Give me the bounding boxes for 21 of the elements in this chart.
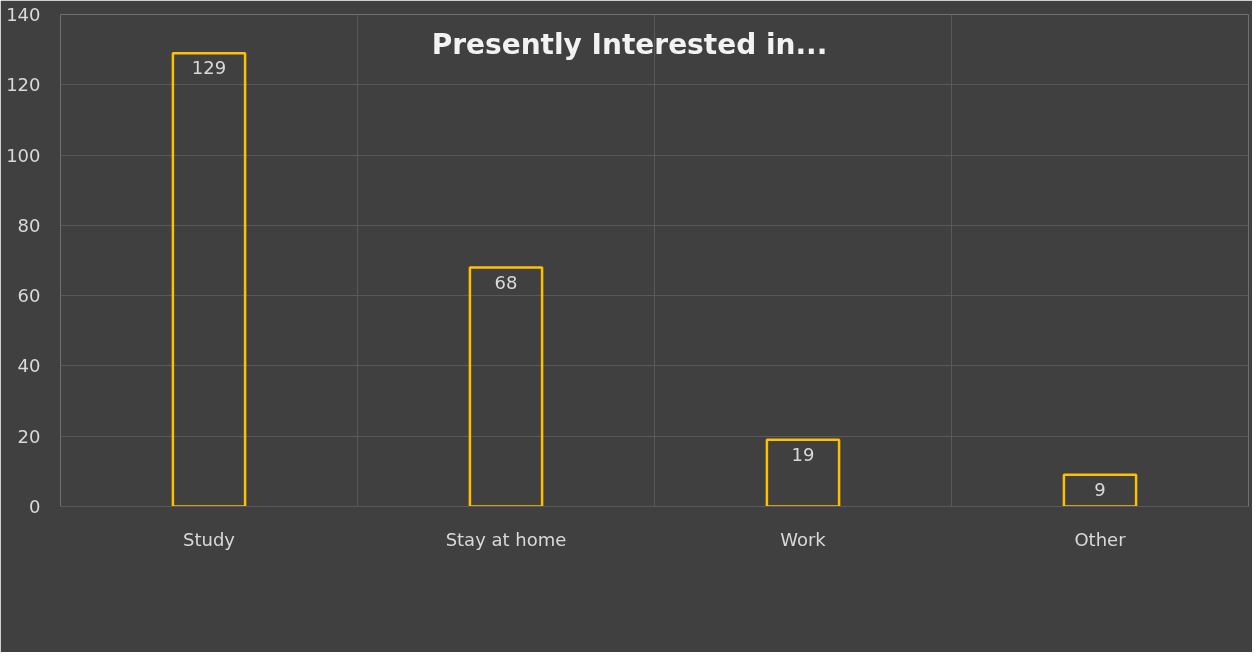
y-tick-label: 100 — [6, 144, 41, 166]
y-tick-label: 20 — [17, 425, 41, 447]
bar — [1062, 473, 1138, 507]
x-tick-label: Other — [1074, 528, 1127, 550]
data-label: 68 — [494, 271, 518, 293]
bar — [765, 438, 841, 507]
data-label: 19 — [791, 443, 815, 465]
y-tick-label: 40 — [17, 355, 41, 377]
y-tick-label: 140 — [6, 4, 41, 25]
y-tick-label: 0 — [29, 496, 41, 517]
bar — [468, 266, 544, 507]
x-tick-label: Stay at home — [445, 528, 567, 550]
y-tick-label: 60 — [17, 285, 41, 307]
data-label: 9 — [1094, 478, 1106, 500]
data-label: 129 — [191, 57, 227, 79]
x-tick-label: Work — [780, 528, 827, 550]
x-tick-label: Study — [183, 528, 236, 550]
bar — [171, 51, 247, 507]
text: Presently Interested in... — [431, 27, 828, 61]
y-tick-label: 80 — [17, 214, 41, 236]
y-tick-label: 120 — [6, 74, 41, 96]
